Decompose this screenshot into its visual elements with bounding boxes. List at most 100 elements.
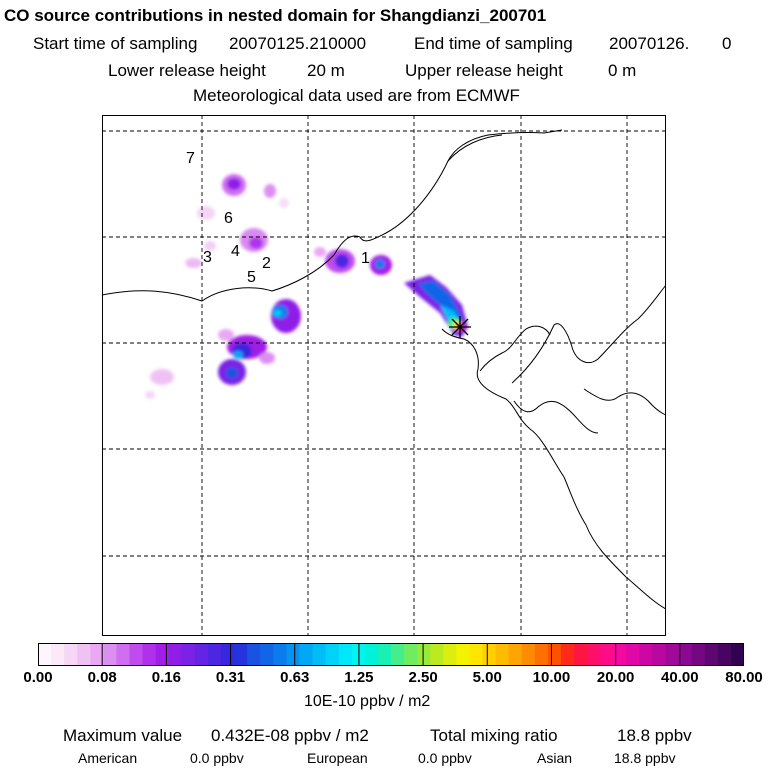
- start-time-value: 20070125.210000: [229, 34, 367, 53]
- colorbar-cell: [600, 643, 614, 666]
- colorbar-cell: [691, 643, 706, 666]
- colorbar-tick-label: 2.50: [408, 669, 438, 686]
- source-label-7: 7: [186, 150, 195, 167]
- met-data-line: Meteorological data used are from ECMWF: [193, 86, 520, 105]
- source-label-1: 1: [361, 250, 370, 267]
- colorbar-cell: [587, 643, 601, 666]
- max-value-label: Maximum value: [63, 726, 183, 745]
- colorbar-cell: [469, 643, 484, 666]
- map-frame: [102, 115, 666, 636]
- region-value-american: 0.0 ppbv: [190, 750, 244, 766]
- region-name-asian: Asian: [537, 750, 573, 766]
- lower-height-value: 20 m: [307, 61, 345, 80]
- colorbar-cell: [338, 643, 353, 666]
- colorbar-cell: [168, 643, 183, 666]
- colorbar-tick-label: 0.16: [151, 669, 181, 686]
- plot-title: CO source contributions in nested domain…: [4, 6, 547, 25]
- colorbar-cell: [221, 643, 235, 666]
- colorbar-cell: [613, 643, 627, 666]
- colorbar-cell: [194, 643, 209, 666]
- end-time-label: End time of sampling: [414, 34, 573, 53]
- colorbar-cell: [207, 643, 222, 666]
- colorbar-cell: [181, 643, 196, 666]
- colorbar-cell: [299, 643, 314, 666]
- colorbar-cell: [547, 643, 562, 666]
- colorbar-cell: [103, 643, 118, 666]
- colorbar-cell: [377, 643, 392, 666]
- lower-height-label: Lower release height: [108, 61, 266, 80]
- colorbar-cell: [534, 643, 549, 666]
- colorbar-cell: [717, 643, 732, 666]
- end-time-value: 20070126.: [609, 34, 690, 53]
- colorbar-cell: [64, 643, 78, 666]
- source-label-6: 6: [224, 210, 233, 227]
- colorbar-cell: [77, 643, 91, 666]
- map-panel: 1 2 3 4 5 6 7: [102, 115, 666, 636]
- star-icon: [449, 316, 471, 338]
- colorbar-cell: [508, 643, 523, 666]
- colorbar-tick-label: 40.00: [661, 669, 699, 686]
- colorbar-cell: [430, 643, 444, 666]
- source-label-2: 2: [262, 255, 271, 272]
- source-label-5: 5: [247, 269, 256, 286]
- end-time-extra: 0: [722, 34, 732, 53]
- colorbar-cell: [90, 643, 104, 666]
- colorbar-cell: [325, 643, 340, 666]
- colorbar-cell: [38, 643, 52, 666]
- colorbar-separators: [101, 643, 681, 666]
- region-name-european: European: [307, 750, 368, 766]
- upper-height-value: 0 m: [608, 61, 637, 80]
- colorbar-tick-label: 0.08: [87, 669, 117, 686]
- grid-lines: [102, 115, 666, 636]
- colorbar-cell: [260, 643, 274, 666]
- colorbar-cell: [234, 643, 248, 666]
- colorbar-cell: [443, 643, 457, 666]
- colorbar-cell: [116, 643, 131, 666]
- colorbar-tick-label: 1.25: [344, 669, 374, 686]
- upper-height-label: Upper release height: [405, 61, 563, 80]
- colorbar-cell: [560, 643, 575, 666]
- colorbar-cell: [404, 643, 418, 666]
- source-label-4: 4: [231, 243, 240, 260]
- region-value-european: 0.0 ppbv: [418, 750, 472, 766]
- colorbar-tick-label: 80.00: [725, 669, 763, 686]
- colorbar-cell: [247, 643, 261, 666]
- start-time-label: Start time of sampling: [33, 34, 198, 53]
- colorbar-cell: [652, 643, 667, 666]
- colorbar-tick-label: 20.00: [596, 669, 635, 686]
- colorbar-cell: [665, 643, 680, 666]
- coastline: [102, 129, 666, 610]
- colorbar-cell: [639, 643, 654, 666]
- region-value-asian: 18.8 ppbv: [614, 750, 676, 766]
- colorbar-cell: [273, 643, 287, 666]
- colorbar-cell: [312, 643, 327, 666]
- colorbar-cell: [626, 643, 640, 666]
- colorbar-tick-label: 10.00: [532, 669, 571, 686]
- source-label-3: 3: [203, 249, 212, 266]
- colorbar-cell: [364, 643, 379, 666]
- colorbar-cells: [38, 643, 744, 666]
- colorbar-cell: [391, 643, 405, 666]
- colorbar-cell: [730, 643, 744, 666]
- colorbar-cell: [51, 643, 65, 666]
- colorbar-frame: [38, 643, 744, 666]
- colorbar-cell: [704, 643, 719, 666]
- colorbar-cell: [142, 643, 157, 666]
- colorbar-tick-label: 0.00: [23, 669, 53, 686]
- colorbar-cell: [456, 643, 471, 666]
- colorbar-tick-label: 5.00: [472, 669, 502, 686]
- colorbar-cell: [521, 643, 536, 666]
- colorbar-cell: [286, 643, 301, 666]
- colorbar-cell: [495, 643, 510, 666]
- colorbar-tick-label: 0.63: [280, 669, 310, 686]
- max-value: 0.432E-08 ppbv / m2: [211, 726, 369, 745]
- colorbar-cell: [482, 643, 497, 666]
- colorbar-tick-label: 0.31: [215, 669, 246, 686]
- total-mixing-label: Total mixing ratio: [430, 726, 558, 745]
- colorbar-cell: [417, 643, 431, 666]
- colorbar-cell: [155, 643, 170, 666]
- colorbar-cell: [129, 643, 144, 666]
- total-mixing-value: 18.8 ppbv: [617, 726, 692, 745]
- region-name-american: American: [78, 750, 138, 766]
- concentration-field: [145, 174, 468, 399]
